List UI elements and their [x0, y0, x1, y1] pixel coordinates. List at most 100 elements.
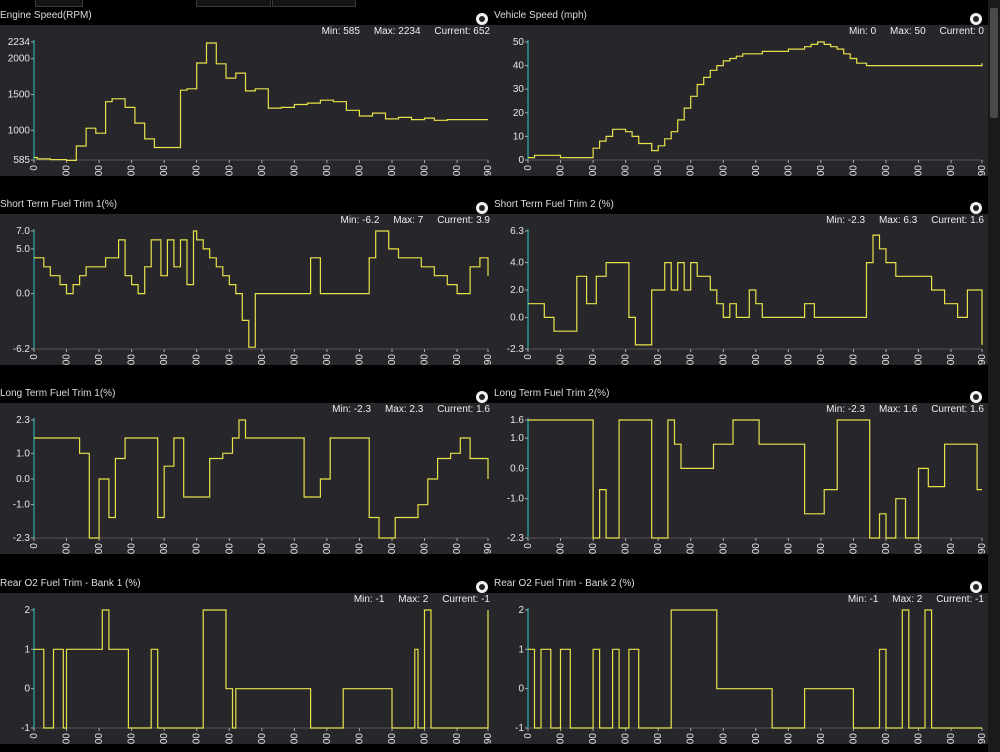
x-tick-label: 600 — [621, 543, 632, 554]
chart-panel: Long Term Fuel Trim 2(%) Min: -2.3 Max: 1… — [494, 386, 988, 554]
chart-panel: Short Term Fuel Trim 1(%) Min: -6.2 Max: … — [0, 197, 494, 365]
stats-readout: Min: -1 Max: 2 Current: -1 — [847, 594, 984, 605]
x-tick-label: 2200 — [881, 354, 892, 365]
y-tick-label: 2 — [518, 605, 524, 616]
radio-options-icon[interactable] — [476, 391, 488, 403]
toolbar-tab-1[interactable] — [35, 0, 83, 7]
scrollbar-thumb[interactable] — [990, 8, 998, 118]
stats-readout: Min: -6.2 Max: 7 Current: 3.9 — [340, 215, 491, 226]
chart-svg: 210-102004006008001000120014001600180020… — [21, 605, 494, 744]
x-tick-label: 2200 — [881, 165, 892, 176]
x-tick-label: 1200 — [224, 354, 235, 365]
chart-svg: 6.3 4.0 2.0 0.0 -2.30 200 400 600 800 1000 1200 140… — [507, 226, 988, 365]
x-tick-label: 1200 — [718, 165, 729, 176]
x-tick-label: 1000 — [192, 733, 203, 744]
x-tick-label: 800 — [159, 733, 170, 744]
series-line — [528, 609, 982, 729]
x-tick-label: 200 — [556, 354, 567, 365]
y-tick-label: 0.0 — [16, 474, 30, 485]
x-tick-label: 400 — [94, 543, 105, 554]
x-tick-label: 2400 — [420, 354, 431, 365]
x-tick-label: 0 — [29, 165, 40, 171]
y-tick-label: 7.0 — [16, 226, 30, 237]
x-tick-label: 1600 — [289, 354, 300, 365]
x-tick-label: 2790 — [977, 354, 988, 365]
y-tick-label: 0 — [518, 684, 524, 695]
plot-area: Min: 0 Max: 50 Current: 0 50 40 30 20 10 0 0 200… — [494, 25, 988, 176]
x-tick-label: 1600 — [783, 165, 794, 176]
chart-svg: 5040302010002004006008001000120014001600… — [513, 37, 988, 176]
series-line — [528, 419, 982, 539]
toolbar-tab-2[interactable] — [196, 0, 271, 7]
chart-title: Rear O2 Fuel Trim - Bank 1 (%) — [0, 578, 141, 589]
x-tick-label: 0 — [29, 733, 40, 739]
x-tick-label: 400 — [94, 354, 105, 365]
x-tick-label: 1400 — [751, 354, 762, 365]
x-tick-label: 2200 — [387, 543, 398, 554]
chart-panel: Short Term Fuel Trim 2 (%) Min: -2.3 Max:… — [494, 197, 988, 365]
stats-readout: Min: -1 Max: 2 Current: -1 — [353, 594, 490, 605]
x-tick-label: 1200 — [718, 354, 729, 365]
x-tick-label: 1400 — [751, 165, 762, 176]
y-tick-label: 2234 — [8, 37, 31, 48]
radio-options-icon[interactable] — [476, 581, 488, 593]
x-tick-label: 0 — [29, 354, 40, 360]
x-tick-label: 1600 — [783, 354, 794, 365]
radio-options-icon[interactable] — [970, 391, 982, 403]
x-tick-label: 600 — [621, 733, 632, 744]
series-line — [34, 609, 489, 729]
radio-options-icon[interactable] — [476, 13, 488, 25]
plot-area: Min: -1 Max: 2 Current: -1 2 1 0 -1 0 200 400 60… — [494, 593, 988, 744]
y-tick-label: -2.3 — [13, 533, 31, 544]
radio-options-icon[interactable] — [970, 202, 982, 214]
x-tick-label: 800 — [653, 733, 664, 744]
y-tick-label: 585 — [13, 155, 30, 166]
x-tick-label: 1800 — [816, 165, 827, 176]
x-tick-label: 1400 — [751, 543, 762, 554]
x-tick-label: 1400 — [257, 354, 268, 365]
y-tick-label: 1500 — [8, 90, 31, 101]
x-tick-label: 2400 — [914, 354, 925, 365]
x-tick-label: 2200 — [881, 543, 892, 554]
vertical-scrollbar[interactable] — [988, 0, 1000, 752]
chart-svg: 1.6 1.0 0.0 -1.0 -2.30 200 400 600 800 1000 1200 14… — [507, 415, 988, 554]
plot-area: Min: -2.3 Max: 2.3 Current: 1.6 2.3 1.0 0.0… — [0, 403, 494, 554]
x-tick-label: 1600 — [289, 165, 300, 176]
x-tick-label: 1000 — [686, 733, 697, 744]
x-tick-label: 200 — [556, 543, 567, 554]
x-tick-label: 1400 — [257, 733, 268, 744]
x-tick-label: 2600 — [452, 543, 463, 554]
x-tick-label: 1800 — [816, 733, 827, 744]
toolbar-tab-3[interactable] — [272, 0, 356, 7]
x-tick-label: 0 — [29, 543, 40, 549]
x-tick-label: 200 — [62, 354, 73, 365]
radio-options-icon[interactable] — [476, 202, 488, 214]
series-line — [528, 41, 983, 159]
x-tick-label: 200 — [62, 543, 73, 554]
radio-options-icon[interactable] — [970, 13, 982, 25]
x-tick-label: 200 — [62, 733, 73, 744]
x-tick-label: 1800 — [816, 354, 827, 365]
x-tick-label: 2600 — [946, 354, 957, 365]
x-tick-label: 1800 — [322, 165, 333, 176]
x-tick-label: 2400 — [420, 543, 431, 554]
x-tick-label: 1600 — [289, 543, 300, 554]
x-tick-label: 2400 — [914, 165, 925, 176]
x-tick-label: 1200 — [224, 733, 235, 744]
y-tick-label: 1 — [518, 644, 524, 655]
x-tick-label: 1800 — [322, 733, 333, 744]
x-tick-label: 2600 — [946, 733, 957, 744]
x-tick-label: 2200 — [387, 354, 398, 365]
x-tick-label: 400 — [588, 733, 599, 744]
x-tick-label: 1600 — [289, 733, 300, 744]
x-tick-label: 2000 — [354, 543, 365, 554]
y-tick-label: 50 — [513, 37, 525, 48]
x-tick-label: 1400 — [257, 543, 268, 554]
x-tick-label: 1000 — [686, 543, 697, 554]
x-tick-label: 0 — [523, 354, 534, 360]
chart-title: Long Term Fuel Trim 2(%) — [494, 388, 610, 399]
x-tick-label: 2600 — [452, 165, 463, 176]
y-tick-label: 20 — [513, 108, 525, 119]
radio-options-icon[interactable] — [970, 581, 982, 593]
x-tick-label: 2400 — [914, 543, 925, 554]
